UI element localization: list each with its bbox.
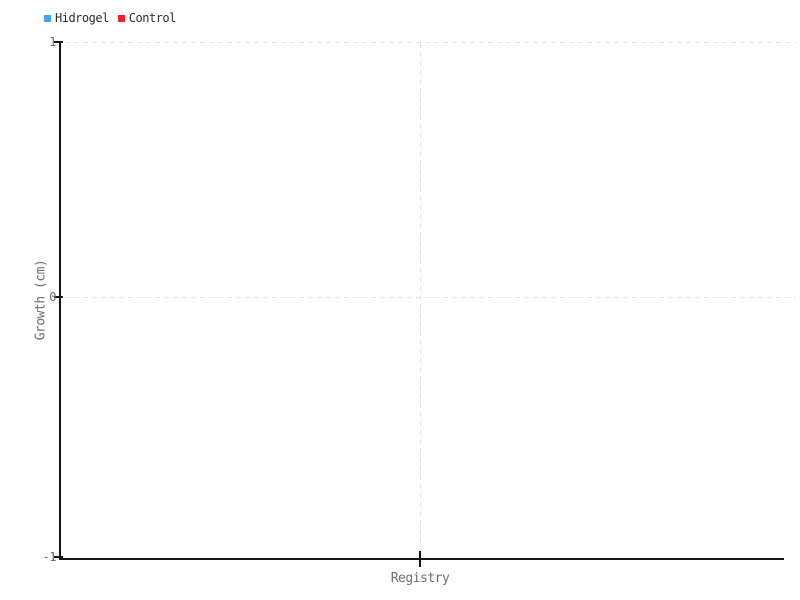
gridline-y-1 [65,42,796,43]
legend-label-control: Control [128,11,177,25]
control-series-swatch [117,15,125,22]
y-tick-neg1 [54,556,63,558]
y-tick-1 [54,41,63,43]
plot-area [61,42,784,558]
gridline-y-0 [65,297,796,298]
legend: Hidrogel Control [44,12,176,25]
y-tick-label-neg1: -1 [42,550,57,564]
x-axis-line [59,558,784,560]
y-tick-0 [54,296,63,298]
legend-item-control[interactable]: Control [117,11,177,25]
legend-label-hidrogel: Hidrogel [55,11,109,25]
x-axis-title: Registry [390,571,450,586]
y-tick-label-1: 1 [49,35,56,49]
y-axis-title: Growth (cm) [33,259,49,341]
legend-item-hidrogel[interactable]: Hidrogel [44,12,109,25]
hidrogel-series-swatch [44,15,51,22]
gridline-x-mid [420,43,421,558]
x-tick-mid [419,551,421,567]
y-tick-label-0: 0 [49,290,56,304]
y-axis-line [59,41,61,560]
